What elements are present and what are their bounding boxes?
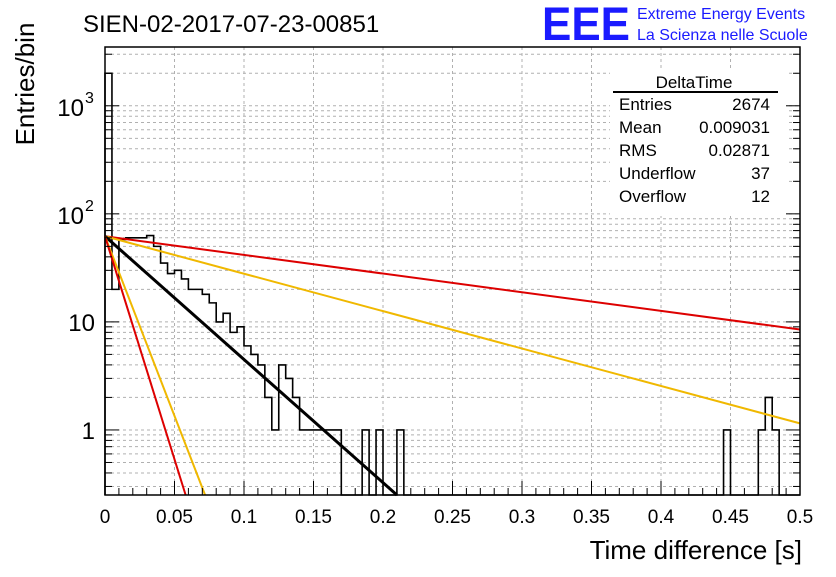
stats-label: Entries xyxy=(619,95,672,114)
fit-line-2 xyxy=(104,235,801,425)
fit-line-3 xyxy=(104,235,398,497)
x-tick-label: 0.4 xyxy=(648,507,675,528)
y-axis-label: Entries/bin xyxy=(10,23,40,146)
stats-label: Overflow xyxy=(619,187,687,206)
fit-line-1 xyxy=(104,235,801,331)
x-tick-label: 0.15 xyxy=(295,507,332,528)
x-axis-label: Time difference [s] xyxy=(590,535,802,565)
logo-line-2: La Scienza nelle Scuole xyxy=(637,27,808,44)
fit-line-5 xyxy=(104,235,187,496)
logo-line-1: Extreme Energy Events xyxy=(637,6,805,23)
x-tick-label: 0.1 xyxy=(231,507,257,528)
x-tick-label: 0 xyxy=(100,507,111,528)
stats-value: 12 xyxy=(751,187,770,206)
stats-box: DeltaTime Entries 2674 Mean 0.009031 RMS 0.02… xyxy=(610,70,786,216)
stats-title: DeltaTime xyxy=(656,73,733,92)
x-tick-label: 0.2 xyxy=(370,507,396,528)
x-tick-label: 0.3 xyxy=(509,507,535,528)
y-tick-label: 10 xyxy=(68,310,95,337)
stats-value: 0.009031 xyxy=(699,118,770,137)
stats-rows: Entries 2674 Mean 0.009031 RMS 0.02871 Underfl… xyxy=(619,95,770,206)
stats-label: Mean xyxy=(619,118,662,137)
axes: 0 0.05 0.1 0.15 0.2 0.25 0.3 0.35 0.4 0.45 0.5 1 10 1… xyxy=(57,46,813,528)
x-tick-label: 0.05 xyxy=(156,507,193,528)
x-tick-label: 0.45 xyxy=(712,507,749,528)
stats-label: RMS xyxy=(619,141,657,160)
stats-value: 2674 xyxy=(732,95,770,114)
run-title: SIEN-02-2017-07-23-00851 xyxy=(83,11,379,38)
fit-line-4 xyxy=(104,235,207,496)
x-tick-label: 0.5 xyxy=(787,507,813,528)
stats-value: 0.02871 xyxy=(709,141,770,160)
stats-box-background xyxy=(610,70,786,216)
y-tick-label: 10 xyxy=(57,95,84,122)
stats-value: 37 xyxy=(751,164,770,183)
y-tick-exponent: 3 xyxy=(85,90,94,107)
x-tick-label: 0.35 xyxy=(573,507,610,528)
stats-label: Underflow xyxy=(619,164,696,183)
y-tick-label: 1 xyxy=(82,418,95,445)
eee-logo: EEE xyxy=(542,0,630,50)
y-tick-label: 10 xyxy=(57,203,84,230)
fit-lines xyxy=(104,235,801,497)
x-tick-label: 0.25 xyxy=(434,507,471,528)
y-tick-exponent: 2 xyxy=(85,198,94,215)
